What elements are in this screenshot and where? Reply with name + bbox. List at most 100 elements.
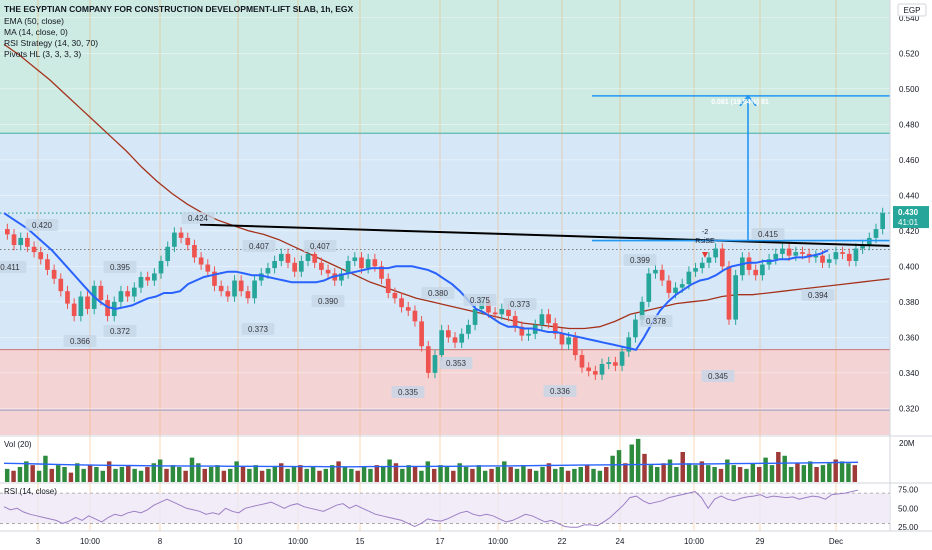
candle bbox=[713, 243, 718, 263]
volume-bar bbox=[846, 463, 851, 482]
candle bbox=[740, 252, 745, 281]
volume-bar bbox=[502, 461, 507, 482]
pivot-label: 0.399 bbox=[630, 256, 651, 265]
candle-body bbox=[319, 262, 324, 270]
candle bbox=[325, 264, 331, 279]
volume-bar bbox=[291, 467, 297, 482]
candle-body bbox=[719, 248, 725, 267]
candle bbox=[65, 285, 70, 309]
candle bbox=[726, 261, 732, 325]
candle-body bbox=[773, 253, 779, 260]
volume-bar bbox=[495, 467, 501, 482]
candle bbox=[826, 253, 832, 269]
candle bbox=[152, 268, 157, 286]
pivot-label-bg bbox=[391, 386, 425, 398]
volume-bar bbox=[451, 470, 456, 482]
candle-body bbox=[265, 268, 271, 274]
candle bbox=[258, 268, 264, 286]
volume-bar bbox=[412, 467, 418, 482]
candle-body bbox=[172, 232, 177, 247]
volume-bar bbox=[68, 472, 74, 482]
indicator-rsi-strategy[interactable]: RSI Strategy (14, 30, 70) bbox=[4, 38, 99, 48]
volume-ma-line bbox=[3, 461, 859, 468]
candle-body bbox=[579, 355, 585, 368]
candle bbox=[666, 275, 672, 299]
candle bbox=[11, 229, 17, 251]
candle bbox=[552, 317, 558, 340]
price-axis-bg bbox=[890, 0, 932, 550]
pivot-label: 0.366 bbox=[70, 337, 91, 346]
candle bbox=[633, 314, 638, 343]
volume-bar bbox=[782, 455, 787, 482]
candle-body bbox=[405, 307, 411, 311]
volume-bar bbox=[814, 467, 819, 482]
candle-body bbox=[45, 259, 50, 270]
candle bbox=[499, 303, 505, 320]
candle bbox=[299, 255, 304, 277]
candle bbox=[218, 280, 224, 297]
candle bbox=[733, 269, 738, 325]
pivot-label: 0.407 bbox=[310, 242, 331, 251]
volume-bar bbox=[55, 465, 61, 482]
candle-body bbox=[325, 269, 331, 274]
candle-body bbox=[452, 337, 458, 343]
volume-bar bbox=[795, 463, 800, 482]
volume-bar bbox=[234, 461, 239, 482]
volume-bar bbox=[419, 470, 424, 482]
candle bbox=[519, 321, 525, 341]
candle-body bbox=[51, 269, 57, 279]
candle-body bbox=[506, 308, 511, 317]
indicator-ma[interactable]: MA (14, close, 0) bbox=[4, 27, 68, 37]
time-axis-label: 10:00 bbox=[80, 537, 101, 546]
candle bbox=[85, 291, 90, 315]
price-axis-tick: 0.500 bbox=[899, 85, 920, 94]
candle-body bbox=[659, 269, 665, 281]
candle-body bbox=[586, 367, 591, 372]
candle-body bbox=[138, 276, 144, 288]
time-axis-label: Dec bbox=[829, 537, 843, 546]
candle-body bbox=[512, 316, 518, 327]
candle-body bbox=[299, 261, 304, 272]
candle-body bbox=[85, 296, 90, 309]
volume-bar bbox=[323, 468, 329, 482]
volume-bar bbox=[699, 461, 705, 482]
candle bbox=[272, 255, 277, 274]
volume-bar bbox=[718, 468, 724, 482]
volume-bar bbox=[24, 461, 29, 482]
volume-bar bbox=[674, 467, 679, 482]
volume-bar bbox=[126, 465, 131, 482]
candle-body bbox=[613, 362, 618, 366]
indicator-ema[interactable]: EMA (50, close) bbox=[4, 16, 64, 26]
candle bbox=[165, 241, 171, 267]
candle-body bbox=[686, 271, 692, 285]
currency-badge bbox=[897, 3, 927, 17]
candle bbox=[399, 292, 404, 313]
volume-bar bbox=[725, 459, 730, 482]
volume-bar bbox=[17, 467, 23, 482]
candle-body bbox=[5, 229, 10, 235]
candle-body bbox=[31, 246, 37, 253]
candle bbox=[599, 358, 605, 380]
candle bbox=[593, 365, 598, 380]
volume-bar bbox=[393, 463, 399, 482]
candle bbox=[653, 264, 658, 279]
volume-bar bbox=[731, 465, 736, 482]
candle bbox=[452, 332, 458, 348]
volume-bar bbox=[151, 463, 156, 482]
volume-bar bbox=[744, 468, 749, 482]
candle-body bbox=[385, 278, 391, 293]
candle-body bbox=[185, 237, 191, 246]
volume-bar bbox=[183, 470, 188, 482]
candle-body bbox=[339, 273, 344, 281]
pivot-label: 0.353 bbox=[446, 359, 467, 368]
volume-bar bbox=[686, 463, 692, 482]
candle bbox=[172, 227, 177, 253]
pivot-label: 0.375 bbox=[470, 296, 491, 305]
time-axis-label: 3 bbox=[36, 537, 41, 546]
indicator-pivots[interactable]: Pivots HL (3, 3, 3, 3) bbox=[4, 49, 82, 59]
time-axis-label: 29 bbox=[756, 537, 765, 546]
symbol-title: THE EGYPTIAN COMPANY FOR CONSTRUCTION DE… bbox=[4, 4, 354, 14]
candle-body bbox=[539, 314, 545, 325]
volume-bar bbox=[349, 468, 354, 482]
